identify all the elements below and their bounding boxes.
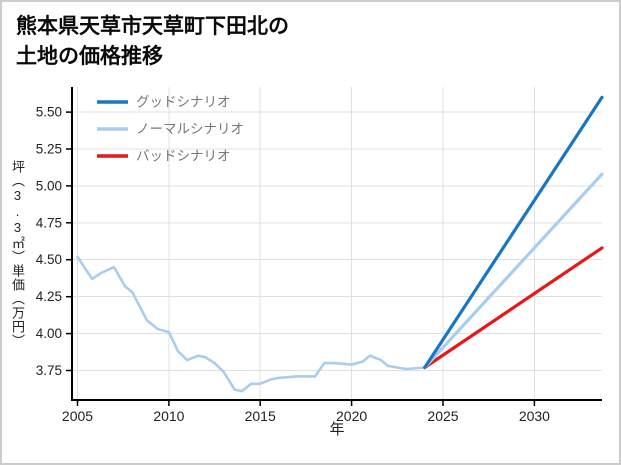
x-tick-label: 2010 bbox=[153, 408, 184, 424]
chart-canvas: 2005 2010 2015 2020 2025 2030 3.75 4.00 4.25 4.50… bbox=[36, 87, 604, 438]
series-historical bbox=[76, 255, 427, 393]
legend-label-normal-scenario: ノーマルシナリオ bbox=[136, 122, 244, 137]
page-title-line-2: 土地の価格推移 bbox=[16, 45, 163, 69]
y-tick-label: 4.75 bbox=[36, 215, 62, 230]
y-tick-label: 4.00 bbox=[36, 326, 62, 341]
page-title: 熊本県天草市天草町下田北の 土地の価格推移 bbox=[16, 12, 289, 73]
page-title-line-1: 熊本県天草市天草町下田北の bbox=[16, 15, 289, 38]
series-bad-scenario bbox=[423, 246, 604, 370]
x-tick-label: 2030 bbox=[519, 408, 550, 424]
y-tick-label: 5.25 bbox=[36, 142, 62, 157]
land-price-chart: 2005 2010 2015 2020 2025 2030 3.75 4.00 4.25 4.50… bbox=[2, 77, 619, 463]
y-axis-title: 坪（3.3㎡）単価（万円） bbox=[10, 160, 25, 348]
x-tick-label: 2005 bbox=[62, 408, 93, 424]
y-tick-label: 4.25 bbox=[36, 289, 62, 304]
x-tick-label: 2020 bbox=[336, 408, 367, 424]
y-tick-label: 5.50 bbox=[36, 105, 62, 120]
y-tick-label: 3.75 bbox=[36, 363, 62, 378]
series-good-scenario bbox=[423, 95, 604, 370]
y-tick-label: 5.00 bbox=[36, 178, 62, 193]
x-tick-label: 2025 bbox=[427, 408, 458, 424]
legend-label-bad-scenario: バッドシナリオ bbox=[136, 149, 231, 164]
legend-label-good-scenario: グッドシナリオ bbox=[136, 95, 231, 110]
series-normal-scenario bbox=[423, 172, 604, 370]
x-axis-title: 年 bbox=[329, 421, 344, 438]
x-tick-label: 2015 bbox=[245, 408, 276, 424]
y-tick-label: 4.50 bbox=[36, 252, 62, 267]
